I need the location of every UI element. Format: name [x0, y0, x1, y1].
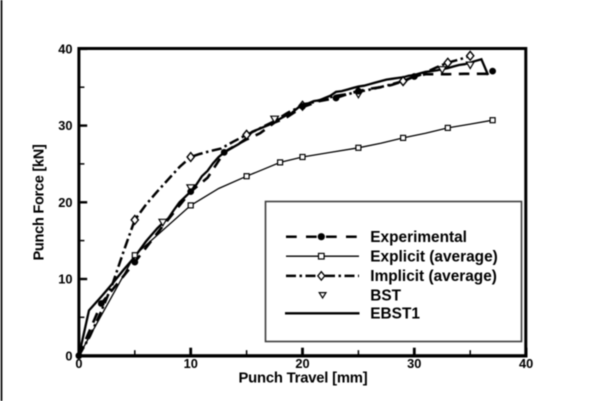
- svg-text:Explicit (average): Explicit (average): [370, 248, 497, 265]
- svg-text:Punch Travel [mm]: Punch Travel [mm]: [239, 370, 368, 386]
- svg-text:30: 30: [58, 118, 72, 133]
- svg-text:40: 40: [58, 42, 72, 57]
- svg-text:10: 10: [58, 272, 72, 287]
- svg-text:0: 0: [75, 356, 82, 371]
- svg-text:10: 10: [184, 356, 198, 371]
- svg-text:EBST1: EBST1: [370, 305, 420, 322]
- svg-text:Punch Force [kN]: Punch Force [kN]: [32, 144, 48, 260]
- svg-text:Implicit (average): Implicit (average): [370, 268, 497, 285]
- svg-text:30: 30: [407, 356, 421, 371]
- svg-text:20: 20: [58, 195, 72, 210]
- svg-text:40: 40: [519, 356, 533, 371]
- svg-text:0: 0: [65, 348, 72, 363]
- svg-text:Experimental: Experimental: [370, 229, 467, 246]
- svg-text:20: 20: [295, 356, 309, 371]
- svg-text:BST: BST: [370, 287, 401, 304]
